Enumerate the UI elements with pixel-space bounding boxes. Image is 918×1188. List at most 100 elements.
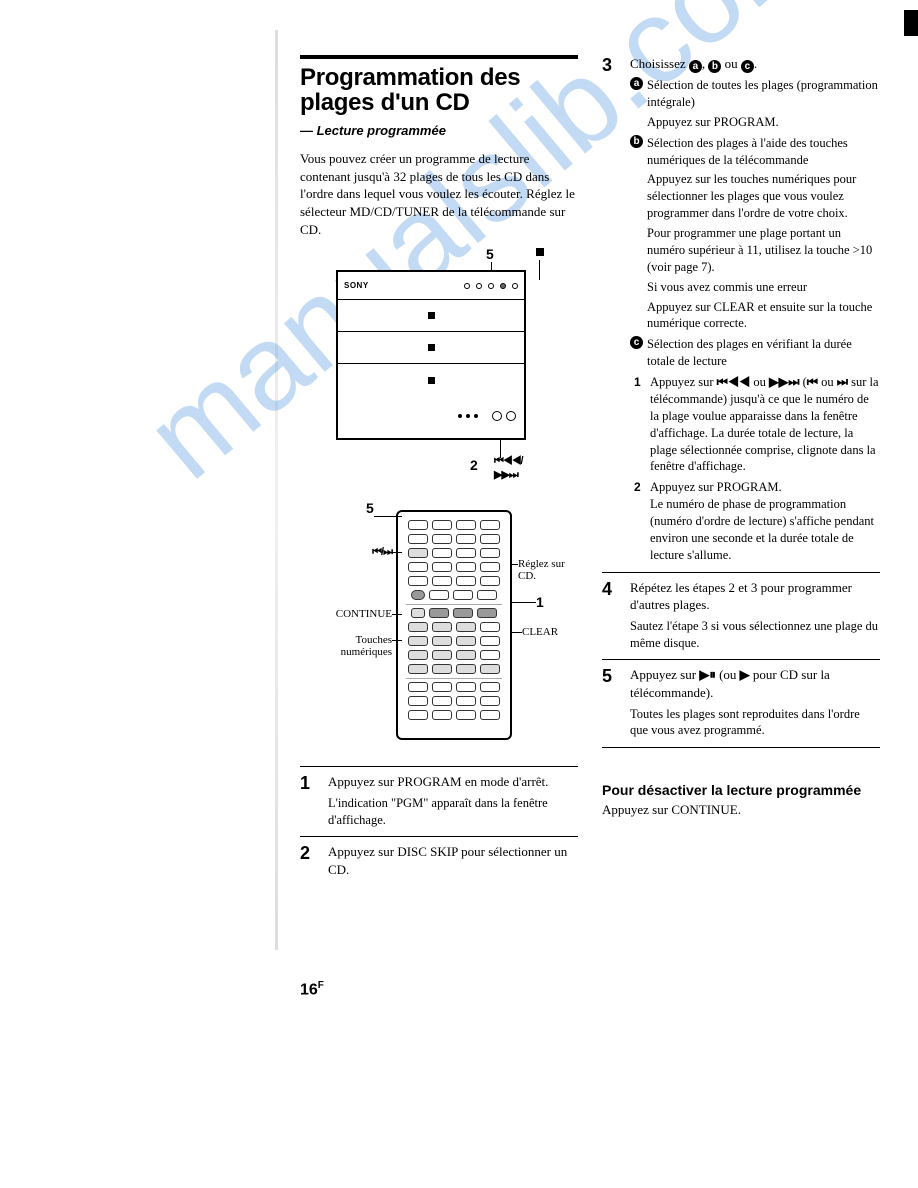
leader-line	[374, 516, 402, 517]
step-main-text: Appuyez sur PROGRAM en mode d'arrêt.	[328, 774, 548, 789]
divider	[602, 747, 880, 748]
text: Appuyez sur	[630, 667, 699, 682]
step-number: 3	[602, 55, 620, 564]
callout-5-top: 5	[486, 246, 494, 262]
binding-shadow	[275, 30, 278, 950]
step-body: Répétez les étapes 2 et 3 pour programme…	[630, 579, 880, 652]
page-number-value: 16	[300, 981, 318, 998]
option-b-p3a: Si vous avez commis une erreur	[647, 279, 880, 296]
text: ou	[818, 375, 837, 389]
badge-c-icon: c	[630, 336, 643, 349]
sub-text: Appuyez sur PROGRAM. Le numéro de phase …	[650, 479, 880, 563]
leader-line	[510, 632, 522, 633]
badge-b-icon: b	[630, 135, 643, 148]
dot-icon	[464, 283, 470, 289]
dot-icon	[474, 414, 478, 418]
badge-b-icon: b	[708, 60, 721, 73]
remote-callout-prev-next: ⏮/⏭	[344, 546, 392, 559]
step-number: 5	[602, 666, 620, 739]
leader-line	[510, 602, 536, 603]
page-title: Programmation des plages d'un CD	[300, 65, 578, 115]
option-b-title: Sélection des plages à l'aide des touche…	[647, 135, 880, 169]
heading-rule	[300, 55, 578, 59]
remote-callout-set-cd: Réglez sur CD.	[518, 558, 578, 582]
option-a-line: Appuyez sur PROGRAM.	[647, 114, 880, 131]
corner-mark	[904, 10, 918, 36]
brand-label: SONY	[344, 281, 369, 290]
text: (	[799, 375, 806, 389]
square-icon	[428, 312, 435, 319]
diagram-area: 5 SONY	[300, 250, 578, 760]
leader-line	[539, 260, 540, 280]
circle-icon	[492, 411, 502, 421]
text: Choisissez	[630, 56, 689, 71]
unit-row	[338, 364, 524, 396]
leader-line	[392, 614, 402, 615]
dot-icon	[458, 414, 462, 418]
stop-icon	[536, 248, 544, 256]
step-number: 4	[602, 579, 620, 652]
option-a: a Sélection de toutes les plages (progra…	[630, 77, 880, 131]
step-number: 1	[300, 773, 318, 828]
option-b-p1: Appuyez sur les touches numériques pour …	[647, 171, 880, 222]
step-number: 2	[300, 843, 318, 878]
callout-2: 2	[470, 457, 478, 473]
text: Le numéro de phase de programmation (num…	[650, 497, 874, 562]
remote-callout-num-keys: Touches numériques	[320, 634, 392, 658]
deactivate-title: Pour désactiver la lecture programmée	[602, 782, 880, 798]
square-icon	[428, 344, 435, 351]
subtitle: — Lecture programmée	[300, 123, 578, 138]
remote-callout-continue: CONTINUE	[320, 608, 392, 620]
step-body: Choisissez a, b ou c. a Sélection de tou…	[630, 55, 880, 564]
glyph: ▶▶⏭	[769, 375, 799, 389]
text: Appuyez sur	[650, 375, 717, 389]
glyph: ⏮◀◀	[717, 375, 751, 389]
leader-line	[392, 640, 402, 641]
option-c-sub2: 2 Appuyez sur PROGRAM. Le numéro de phas…	[634, 479, 880, 563]
text: ou	[721, 56, 741, 71]
step-main-text: Appuyez sur DISC SKIP pour sélectionner …	[328, 844, 567, 877]
intro-paragraph: Vous pouvez créer un programme de lectur…	[300, 150, 578, 238]
text: sur la télécommande) jusqu'à ce que le n…	[650, 375, 879, 473]
text: ou	[750, 375, 769, 389]
dot-icon	[466, 414, 470, 418]
stereo-unit-diagram: SONY	[336, 270, 526, 440]
step-body: Appuyez sur ▶⏸ (ou ▶ pour CD sur la télé…	[630, 666, 880, 739]
badge-a-icon: a	[630, 77, 643, 90]
skip-glyphs: ▶▶⏭	[494, 468, 518, 482]
badge-c-icon: c	[741, 60, 754, 73]
step-sub-text: Sautez l'étape 3 si vous sélectionnez un…	[630, 618, 880, 652]
skip-glyphs: ⏮◀◀/	[494, 455, 523, 468]
divider	[602, 572, 880, 573]
text: Appuyez sur PROGRAM.	[650, 480, 782, 494]
deactivate-body: Appuyez sur CONTINUE.	[602, 802, 880, 818]
option-c-title: Sélection des plages en vérifiant la dur…	[647, 336, 880, 370]
option-b: b Sélection des plages à l'aide des touc…	[630, 135, 880, 333]
divider	[300, 766, 578, 767]
step-sub-text: Toutes les plages sont reproduites dans …	[630, 706, 880, 740]
step-3: 3 Choisissez a, b ou c. a Sélection de t…	[602, 55, 880, 564]
leader-line	[510, 564, 518, 565]
glyph: ▶	[740, 667, 750, 682]
step-main-text: Répétez les étapes 2 et 3 pour programme…	[630, 580, 852, 613]
unit-row	[338, 332, 524, 364]
step-sub-text: L'indication "PGM" apparaît dans la fenê…	[328, 795, 578, 829]
step-body: Appuyez sur DISC SKIP pour sélectionner …	[328, 843, 578, 878]
option-c-sub1: 1 Appuyez sur ⏮◀◀ ou ▶▶⏭ (⏮ ou ⏭ sur la …	[634, 374, 880, 475]
badge-a-icon: a	[689, 60, 702, 73]
right-column: 3 Choisissez a, b ou c. a Sélection de t…	[602, 55, 880, 887]
option-c: c Sélection des plages en vérifiant la d…	[630, 336, 880, 563]
glyph: ⏮	[807, 375, 818, 389]
remote-callout-1: 1	[536, 594, 544, 610]
leader-line	[392, 552, 402, 553]
option-a-title: Sélection de toutes les plages (programm…	[647, 77, 880, 111]
sub-number: 2	[634, 479, 644, 563]
remote-diagram	[396, 510, 512, 740]
step-5: 5 Appuyez sur ▶⏸ (ou ▶ pour CD sur la té…	[602, 666, 880, 739]
page-number-suffix: F	[318, 980, 324, 991]
step-4: 4 Répétez les étapes 2 et 3 pour program…	[602, 579, 880, 652]
page-number: 16F	[300, 980, 324, 999]
page-content: Programmation des plages d'un CD — Lectu…	[300, 55, 880, 887]
unit-top-panel: SONY	[338, 272, 524, 300]
unit-bottom-panel	[338, 396, 524, 436]
